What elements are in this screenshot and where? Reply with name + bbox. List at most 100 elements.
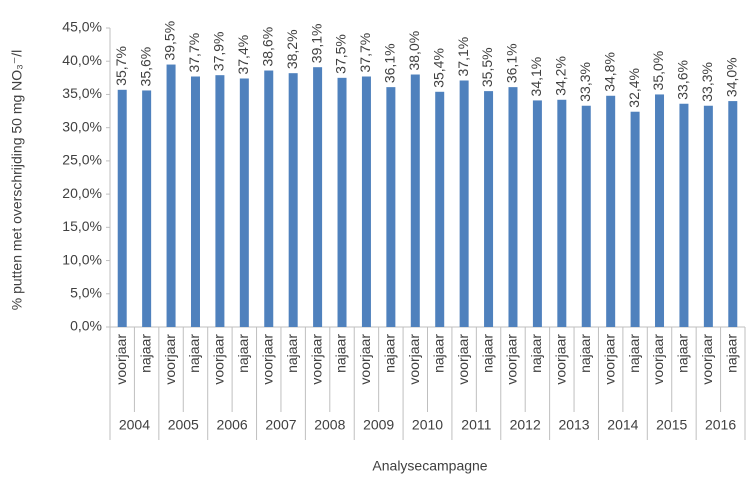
bar [264,70,274,327]
x-tick-label: voorjaar [699,334,715,385]
bar [581,105,591,328]
bar [703,105,713,328]
group-label: 2004 [119,417,150,433]
bar [606,95,616,327]
y-tick-label: 0,0% [70,318,102,334]
y-tick-label: 45,0% [62,19,102,35]
y-tick-label: 35,0% [62,85,102,101]
value-label: 38,2% [284,29,300,69]
value-label: 37,9% [211,31,227,71]
bar [313,67,323,328]
group-label: 2015 [656,417,687,433]
value-label: 38,6% [259,27,275,67]
group-label: 2011 [461,417,491,433]
y-tick-label: 30,0% [62,118,102,134]
x-axis-title: Analysecampagne [372,458,487,474]
y-tick-label: 10,0% [62,251,102,267]
value-label: 35,0% [650,51,666,91]
value-label: 35,4% [430,48,446,88]
group-label: 2009 [363,417,394,433]
bar [239,78,249,328]
value-label: 34,1% [528,57,544,97]
x-tick-label: najaar [333,334,349,373]
value-label: 39,1% [308,23,324,63]
x-tick-label: najaar [284,334,300,373]
y-tick-label: 40,0% [62,52,102,68]
x-tick-label: najaar [186,334,202,373]
group-label: 2012 [510,417,541,433]
value-label: 37,1% [455,37,471,77]
bar [532,100,542,328]
x-tick-label: najaar [577,334,593,373]
value-label: 34,0% [723,57,739,97]
value-label: 36,1% [382,43,398,83]
bar [142,90,152,327]
y-tick-label: 15,0% [62,218,102,234]
bar [410,74,420,327]
x-tick-label: voorjaar [211,334,227,385]
value-label: 35,6% [137,47,153,87]
group-label: 2016 [705,417,736,433]
value-label: 37,4% [235,35,251,75]
bar [435,91,445,327]
y-tick-label: 25,0% [62,152,102,168]
x-tick-label: voorjaar [357,334,373,385]
bar [655,94,665,327]
bar [386,87,396,327]
x-tick-label: najaar [137,334,153,373]
group-label: 2006 [217,417,248,433]
value-label: 34,8% [601,52,617,92]
bar [484,91,494,327]
x-tick-label: najaar [675,334,691,373]
x-tick-label: najaar [235,334,251,373]
bar [117,89,127,327]
bar [630,111,640,327]
y-axis-title: % putten met overschrijding 50 mg NO₃⁻/l [9,50,25,311]
value-label: 33,3% [577,62,593,102]
x-tick-label: najaar [430,334,446,373]
bar [728,101,738,327]
x-tick-label: voorjaar [650,334,666,385]
x-tick-label: voorjaar [259,334,275,385]
bar [215,75,225,327]
value-label: 32,4% [626,68,642,108]
bar [337,77,347,327]
value-label: 37,7% [357,33,373,73]
group-label: 2010 [412,417,443,433]
group-label: 2005 [168,417,199,433]
value-label: 38,0% [406,31,422,71]
value-label: 35,5% [479,47,495,87]
x-tick-label: voorjaar [406,334,422,385]
x-tick-label: voorjaar [113,334,129,385]
x-tick-label: najaar [382,334,398,373]
x-tick-label: najaar [479,334,495,373]
x-tick-label: voorjaar [162,334,178,385]
bar [288,73,298,327]
y-tick-label: 20,0% [62,185,102,201]
value-label: 39,5% [162,21,178,61]
x-tick-label: voorjaar [504,334,520,385]
group-label: 2007 [265,417,296,433]
group-label: 2008 [314,417,345,433]
value-label: 37,7% [186,33,202,73]
x-tick-label: voorjaar [553,334,569,385]
x-tick-label: najaar [626,334,642,373]
value-label: 35,7% [113,46,129,86]
bar [508,87,518,327]
bar [557,99,567,327]
x-tick-label: najaar [723,334,739,373]
x-tick-label: voorjaar [601,334,617,385]
value-label: 33,6% [675,60,691,100]
x-tick-label: voorjaar [455,334,471,385]
y-tick-label: 5,0% [70,284,102,300]
group-label: 2014 [607,417,638,433]
value-label: 33,3% [699,62,715,102]
value-label: 37,5% [333,34,349,74]
value-label: 36,1% [504,43,520,83]
group-label: 2013 [558,417,589,433]
bar [459,80,469,327]
bar [190,76,200,327]
value-label: 34,2% [553,56,569,96]
x-tick-label: voorjaar [308,334,324,385]
